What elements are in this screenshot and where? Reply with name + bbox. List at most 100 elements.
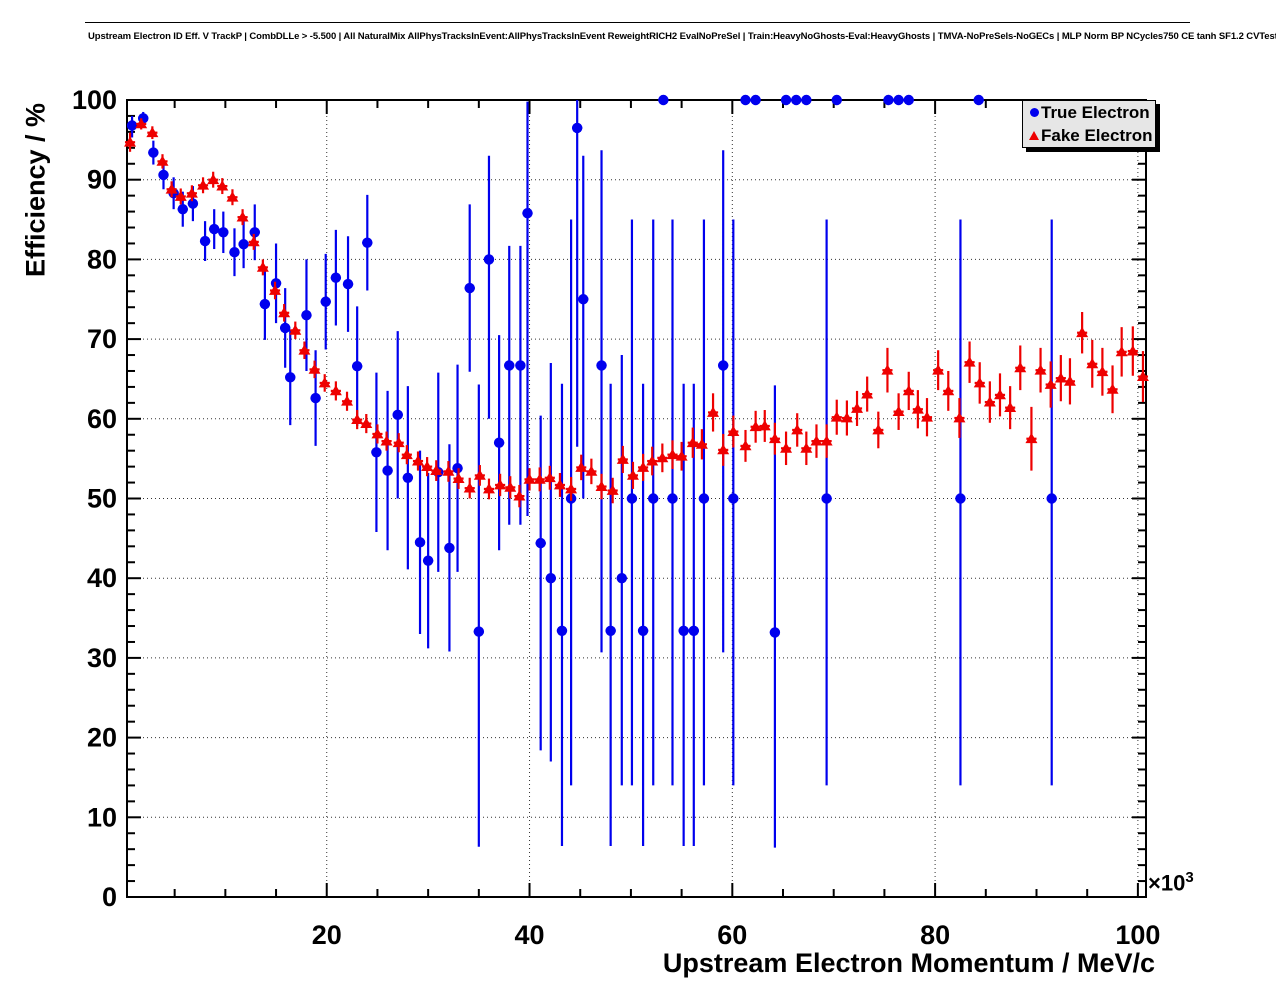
y-tick-label: 50 — [87, 484, 117, 514]
data-point-circle — [199, 235, 211, 247]
data-point-triangle — [430, 464, 443, 476]
data-point-triangle — [289, 324, 302, 335]
data-point-circle — [320, 296, 331, 307]
data-point-triangle — [892, 405, 905, 417]
data-point-circle — [249, 227, 260, 238]
data-point-circle — [728, 493, 739, 504]
x-axis-multiplier-exponent: 3 — [1185, 869, 1194, 886]
y-axis-title: Efficiency / % — [20, 102, 51, 278]
x-tick-label: 60 — [717, 920, 747, 950]
data-point-triangle — [216, 180, 229, 191]
data-point-triangle — [226, 191, 239, 202]
plot-frame — [126, 99, 1147, 898]
data-point-triangle — [256, 261, 269, 272]
data-point-triangle — [533, 473, 546, 484]
data-point-triangle — [830, 411, 843, 422]
data-point-triangle — [861, 388, 874, 399]
data-point-circle — [626, 493, 638, 504]
data-point-triangle — [463, 482, 476, 493]
data-point-triangle — [820, 435, 833, 446]
y-tick-label: 80 — [87, 244, 117, 274]
data-point-triangle — [543, 471, 556, 483]
data-point-circle — [158, 169, 169, 181]
data-point-circle — [522, 207, 533, 219]
data-point-triangle — [400, 448, 413, 460]
data-point-triangle — [523, 473, 536, 484]
data-point-circle — [218, 227, 229, 238]
data-point-circle — [637, 625, 649, 637]
data-point-circle — [493, 437, 505, 448]
data-point-circle — [750, 94, 761, 106]
data-point-circle — [903, 94, 914, 106]
data-point-triangle — [637, 461, 650, 472]
data-point-circle — [605, 625, 616, 637]
data-point-triangle — [953, 412, 966, 423]
data-point-triangle — [739, 440, 752, 451]
data-point-circle — [698, 493, 710, 504]
data-point-circle — [342, 278, 354, 290]
y-tick-label: 70 — [87, 324, 117, 354]
data-point-circle — [382, 465, 393, 476]
data-point-triangle — [851, 402, 864, 413]
data-point-triangle — [318, 377, 331, 388]
data-point-triangle — [707, 406, 720, 417]
data-point-triangle — [626, 469, 639, 480]
data-point-triangle — [308, 363, 321, 374]
data-point-circle — [973, 94, 984, 106]
data-point-circle — [821, 493, 832, 504]
data-point-circle — [229, 247, 240, 258]
data-point-triangle — [146, 126, 159, 138]
data-point-triangle — [1054, 372, 1067, 383]
data-point-triangle — [421, 460, 434, 472]
y-tick-label: 0 — [102, 882, 117, 912]
data-point-triangle — [932, 364, 945, 375]
data-point-circle — [464, 282, 475, 294]
data-point-circle — [392, 409, 403, 421]
data-point-circle — [473, 626, 485, 637]
data-point-triangle — [329, 385, 342, 396]
data-point-triangle — [442, 465, 455, 476]
data-point-triangle — [360, 417, 373, 428]
data-point-circle — [780, 94, 792, 106]
data-point-circle — [658, 94, 669, 106]
data-point-triangle — [1034, 364, 1047, 375]
data-point-triangle — [1086, 358, 1099, 369]
y-tick-label: 10 — [87, 802, 117, 832]
data-point-circle — [177, 203, 188, 215]
data-point-circle — [535, 537, 546, 549]
data-point-triangle — [727, 425, 740, 436]
data-point-triangle — [1004, 401, 1017, 413]
x-axis-title: Upstream Electron Momentum / MeV/c — [662, 948, 1155, 978]
data-point-triangle — [911, 403, 924, 414]
data-point-triangle — [881, 364, 894, 375]
data-point-triangle — [494, 479, 507, 490]
data-point-triangle — [452, 472, 465, 483]
data-point-triangle — [920, 411, 933, 422]
x-axis-multiplier-base: ×10 — [1148, 870, 1186, 896]
data-point-triangle — [392, 436, 405, 448]
data-point-circle — [740, 94, 751, 106]
data-point-triangle — [207, 173, 220, 185]
data-point-circle — [402, 472, 414, 483]
y-tick-label: 30 — [87, 643, 117, 673]
data-point-triangle — [780, 442, 793, 453]
data-point-triangle — [1014, 361, 1027, 373]
data-point-triangle — [553, 479, 566, 490]
x-tick-label: 80 — [920, 920, 950, 950]
data-point-triangle — [197, 179, 210, 190]
data-point-triangle — [135, 118, 148, 129]
data-point-triangle — [902, 385, 915, 396]
data-point-triangle — [513, 490, 526, 501]
data-point-circle — [422, 555, 434, 566]
data-point-triangle — [185, 187, 198, 198]
data-point-circle — [187, 198, 199, 209]
data-point-triangle — [656, 452, 669, 463]
data-point-triangle — [1076, 326, 1089, 338]
y-tick-label: 40 — [87, 563, 117, 593]
data-point-triangle — [473, 469, 486, 480]
data-point-circle — [596, 360, 607, 371]
data-point-triangle — [575, 461, 588, 472]
data-point-circle — [362, 237, 373, 248]
data-point-circle — [301, 309, 312, 321]
data-point-triangle — [269, 284, 282, 295]
